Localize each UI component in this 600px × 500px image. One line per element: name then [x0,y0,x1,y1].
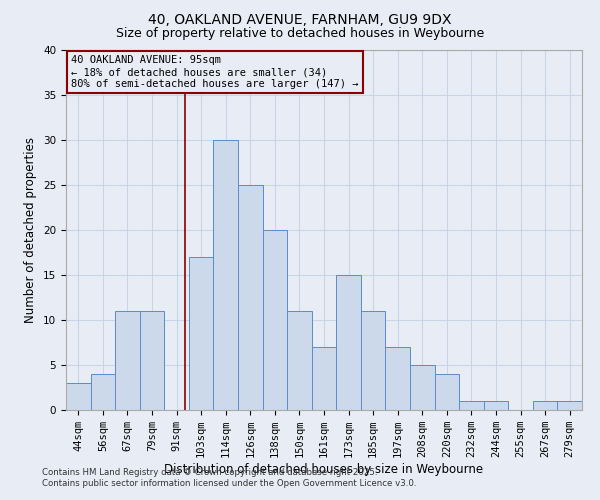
Bar [66,383,91,410]
Bar [140,311,164,410]
Bar [410,365,434,410]
Bar [263,230,287,410]
Bar [189,257,214,410]
Bar [238,185,263,410]
Text: 40 OAKLAND AVENUE: 95sqm
← 18% of detached houses are smaller (34)
80% of semi-d: 40 OAKLAND AVENUE: 95sqm ← 18% of detach… [71,56,359,88]
Bar [91,374,115,410]
Bar [287,311,312,410]
Bar [533,401,557,410]
Bar [312,347,336,410]
Text: Contains HM Land Registry data © Crown copyright and database right 2025.
Contai: Contains HM Land Registry data © Crown c… [42,468,416,487]
Text: 40, OAKLAND AVENUE, FARNHAM, GU9 9DX: 40, OAKLAND AVENUE, FARNHAM, GU9 9DX [148,12,452,26]
Bar [557,401,582,410]
Bar [385,347,410,410]
Text: Size of property relative to detached houses in Weybourne: Size of property relative to detached ho… [116,28,484,40]
Bar [459,401,484,410]
Bar [434,374,459,410]
Bar [361,311,385,410]
X-axis label: Distribution of detached houses by size in Weybourne: Distribution of detached houses by size … [164,463,484,476]
Bar [214,140,238,410]
Y-axis label: Number of detached properties: Number of detached properties [25,137,37,323]
Bar [336,275,361,410]
Bar [115,311,140,410]
Bar [484,401,508,410]
